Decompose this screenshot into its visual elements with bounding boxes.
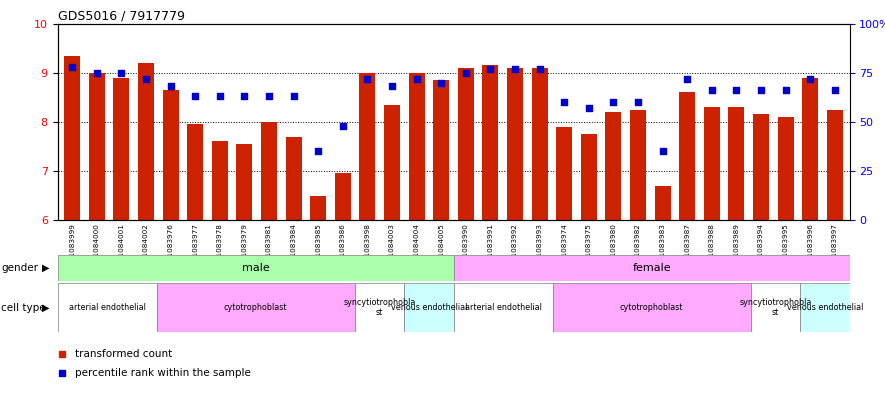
Bar xyxy=(581,134,596,220)
Text: syncytiotrophobla
st: syncytiotrophobla st xyxy=(343,298,415,317)
Bar xyxy=(458,68,473,220)
Text: transformed count: transformed count xyxy=(75,349,173,359)
Point xyxy=(435,79,449,86)
Bar xyxy=(434,80,450,220)
Bar xyxy=(802,78,819,220)
Point xyxy=(656,148,670,154)
Text: percentile rank within the sample: percentile rank within the sample xyxy=(75,368,251,378)
Point xyxy=(89,70,104,76)
Bar xyxy=(704,107,720,220)
Point xyxy=(533,66,547,72)
Bar xyxy=(163,90,179,220)
Bar xyxy=(236,144,252,220)
Bar xyxy=(454,283,552,332)
Bar xyxy=(188,124,204,220)
Point xyxy=(729,87,743,94)
Text: male: male xyxy=(242,263,269,273)
Point xyxy=(827,87,842,94)
Text: gender: gender xyxy=(1,263,38,273)
Point xyxy=(681,75,695,82)
Point xyxy=(212,93,227,99)
Point xyxy=(360,75,374,82)
Bar xyxy=(409,73,425,220)
Text: cell type: cell type xyxy=(1,303,45,312)
Bar xyxy=(454,255,850,281)
Bar xyxy=(507,68,523,220)
Bar xyxy=(58,283,157,332)
Point xyxy=(754,87,768,94)
Point xyxy=(581,105,596,111)
Point xyxy=(410,75,424,82)
Bar xyxy=(157,283,355,332)
Text: cytotrophoblast: cytotrophoblast xyxy=(224,303,288,312)
Point xyxy=(237,93,251,99)
Bar xyxy=(827,110,843,220)
Bar xyxy=(65,55,81,220)
Point xyxy=(508,66,522,72)
Point xyxy=(189,93,203,99)
Bar xyxy=(335,173,350,220)
Bar xyxy=(778,117,794,220)
Bar xyxy=(532,68,548,220)
Bar xyxy=(355,283,404,332)
Point xyxy=(804,75,818,82)
Point xyxy=(558,99,572,105)
Point xyxy=(483,66,497,72)
Bar xyxy=(286,136,302,220)
Text: arterial endothelial: arterial endothelial xyxy=(465,303,542,312)
Bar xyxy=(482,65,498,220)
Point xyxy=(287,93,301,99)
Bar xyxy=(753,114,769,220)
Bar xyxy=(630,110,646,220)
Point xyxy=(704,87,719,94)
Text: female: female xyxy=(632,263,671,273)
Bar xyxy=(359,73,375,220)
Bar xyxy=(404,283,454,332)
Point xyxy=(631,99,645,105)
Bar xyxy=(605,112,621,220)
Bar xyxy=(311,195,327,220)
Bar xyxy=(58,255,454,281)
Bar xyxy=(88,73,105,220)
Bar xyxy=(113,78,129,220)
Point xyxy=(606,99,620,105)
Bar xyxy=(212,141,227,220)
Bar xyxy=(557,127,573,220)
Point xyxy=(262,93,276,99)
Bar xyxy=(728,107,744,220)
Text: ▶: ▶ xyxy=(42,303,50,312)
Bar xyxy=(680,92,696,220)
Point xyxy=(139,75,153,82)
Bar xyxy=(138,63,154,220)
Point xyxy=(164,83,178,90)
Point xyxy=(114,70,128,76)
Text: GDS5016 / 7917779: GDS5016 / 7917779 xyxy=(58,9,185,22)
Bar xyxy=(655,185,671,220)
Point xyxy=(779,87,793,94)
Text: venous endothelial: venous endothelial xyxy=(390,303,467,312)
Bar xyxy=(384,105,400,220)
Point xyxy=(458,70,473,76)
Bar xyxy=(800,283,850,332)
Point xyxy=(312,148,326,154)
Point xyxy=(65,64,80,70)
Point xyxy=(335,123,350,129)
Bar xyxy=(261,122,277,220)
Bar xyxy=(750,283,800,332)
Text: arterial endothelial: arterial endothelial xyxy=(69,303,145,312)
Text: cytotrophoblast: cytotrophoblast xyxy=(620,303,683,312)
Text: venous endothelial: venous endothelial xyxy=(787,303,863,312)
Point xyxy=(385,83,399,90)
Text: ▶: ▶ xyxy=(42,263,50,273)
Bar xyxy=(552,283,750,332)
Text: syncytiotrophobla
st: syncytiotrophobla st xyxy=(739,298,812,317)
